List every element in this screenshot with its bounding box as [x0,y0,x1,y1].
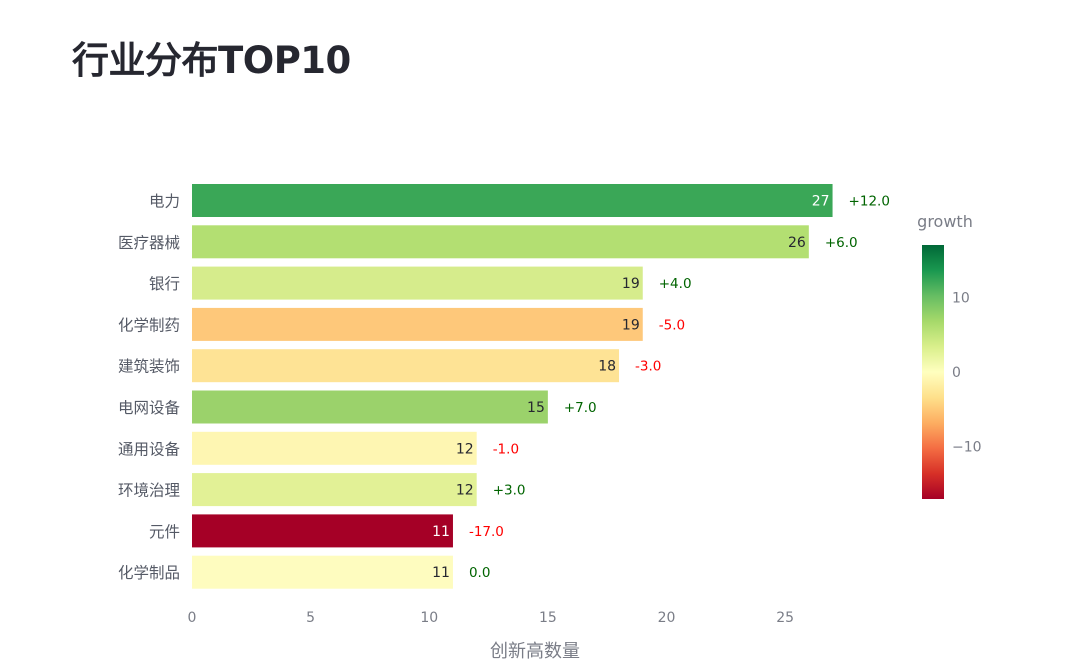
colorbar-title: growth [917,212,973,231]
growth-label: +6.0 [825,235,858,251]
y-tick-label: 电力 [149,193,180,211]
bar-value-label: 11 [432,565,450,581]
y-tick-label: 电网设备 [118,399,181,417]
bar [192,266,643,300]
bar [192,184,833,217]
x-tick-label: 15 [539,610,557,626]
bar [192,555,453,589]
growth-label: +12.0 [849,194,890,210]
y-tick-label: 通用设备 [118,440,181,458]
growth-label: 0.0 [469,565,490,581]
x-axis-title: 创新高数量 [490,641,580,662]
bar [192,473,477,507]
bar-value-label: 18 [598,359,616,375]
bar [192,514,453,548]
bar-value-label: 26 [788,235,806,251]
growth-label: -1.0 [493,441,519,457]
colorbar-gradient [922,245,944,499]
y-tick-label: 元件 [149,523,180,541]
bar-value-label: 12 [456,441,474,457]
bar [192,349,620,383]
bar [192,431,477,465]
y-tick-label: 建筑装饰 [118,358,180,376]
bar-value-label: 19 [622,317,640,333]
bar-value-label: 12 [456,483,474,499]
y-tick-label: 银行 [149,275,180,293]
bar-value-label: 27 [812,194,830,210]
y-tick-label: 环境治理 [118,481,180,500]
colorbar-tick-label: −10 [952,440,982,456]
growth-label: -17.0 [469,524,504,540]
x-tick-label: 0 [188,610,197,626]
growth-label: +7.0 [564,400,597,416]
growth-label: +3.0 [493,483,526,499]
bars-layer: 27 +12.0 26 +6.0 19 +4.0 19 -5.0 18 -3.0 15 +7.0 12 -… [192,184,890,589]
y-tick-label: 化学制药 [118,316,180,334]
bar-value-label: 15 [527,400,545,416]
growth-label: -5.0 [659,317,685,333]
x-tick-label: 10 [420,610,438,626]
bar-value-label: 11 [432,524,450,540]
y-tick-label: 医疗器械 [118,234,180,252]
bar [192,390,548,424]
colorbar-tick-label: 10 [952,290,970,306]
y-tick-label: 化学制品 [118,564,180,582]
x-tick-label: 25 [776,610,794,626]
bar [192,307,643,341]
colorbar-legend: growth 10 0 −10 [917,212,982,499]
x-axis: 0 5 10 15 20 25 [188,610,794,626]
x-tick-label: 20 [658,610,676,626]
colorbar-tick-label: 0 [952,365,961,381]
page-title: 行业分布TOP10 [72,39,351,82]
growth-label: +4.0 [659,276,692,292]
growth-label: -3.0 [635,359,661,375]
x-tick-label: 5 [306,610,315,626]
bar [192,225,809,259]
bar-value-label: 19 [622,276,640,292]
